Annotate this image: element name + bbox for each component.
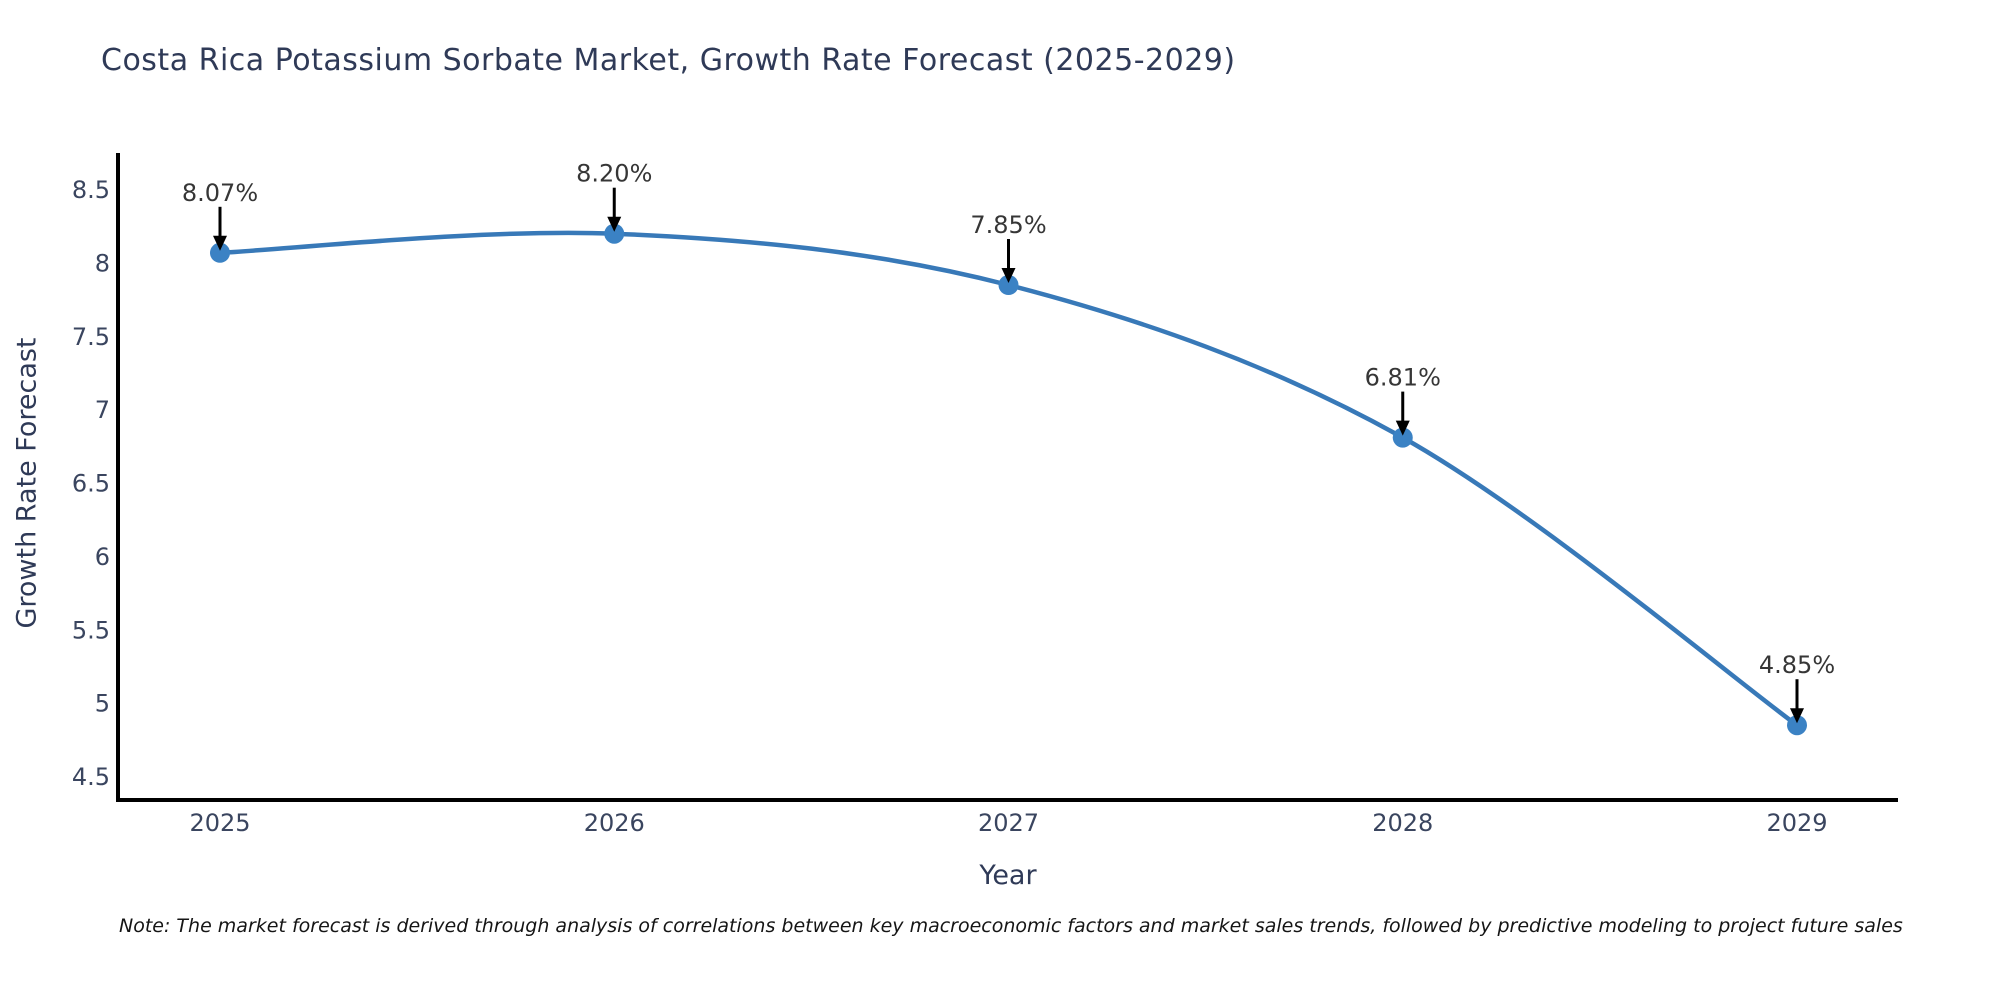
y-tick-label: 8: [95, 250, 110, 278]
y-tick-label: 5.5: [72, 616, 110, 644]
annotation-arrowhead-icon: [1790, 708, 1804, 724]
point-annotation-label: 8.07%: [182, 179, 258, 207]
chart-title: Costa Rica Potassium Sorbate Market, Gro…: [101, 43, 1236, 78]
annotation-arrowhead-icon: [1395, 420, 1410, 436]
point-annotation-label: 4.85%: [1759, 651, 1835, 679]
y-tick-label: 7: [95, 396, 110, 424]
annotation-arrowhead-icon: [607, 216, 622, 232]
x-tick-label: 2028: [1372, 809, 1433, 837]
point-annotation-label: 7.85%: [970, 211, 1046, 239]
x-axis-title: Year: [979, 860, 1037, 891]
y-tick-label: 8.5: [72, 176, 110, 204]
data-point-marker: [998, 275, 1019, 295]
data-point-marker: [1392, 427, 1413, 448]
data-point-marker: [210, 242, 230, 263]
annotation-arrowhead-icon: [1001, 268, 1016, 283]
data-point-marker: [604, 223, 625, 244]
x-tick-label: 2025: [189, 809, 250, 837]
y-tick-label: 6.5: [72, 470, 110, 498]
y-axis-title: Growth Rate Forecast: [11, 337, 43, 629]
x-tick-label: 2027: [978, 809, 1039, 837]
annotation-arrowhead-icon: [213, 235, 227, 251]
y-tick-label: 6: [95, 543, 110, 571]
y-tick-label: 7.5: [72, 323, 110, 351]
data-point-marker: [1787, 715, 1807, 736]
point-annotation-label: 6.81%: [1365, 364, 1441, 392]
x-tick-label: 2029: [1766, 809, 1827, 837]
trend-line: [219, 230, 1799, 728]
point-annotation-label: 8.20%: [576, 160, 652, 188]
x-tick-label: 2026: [584, 809, 645, 837]
footnote: Note: The market forecast is derived thr…: [119, 915, 1903, 937]
y-tick-label: 5: [95, 690, 110, 718]
y-tick-label: 4.5: [72, 763, 110, 791]
